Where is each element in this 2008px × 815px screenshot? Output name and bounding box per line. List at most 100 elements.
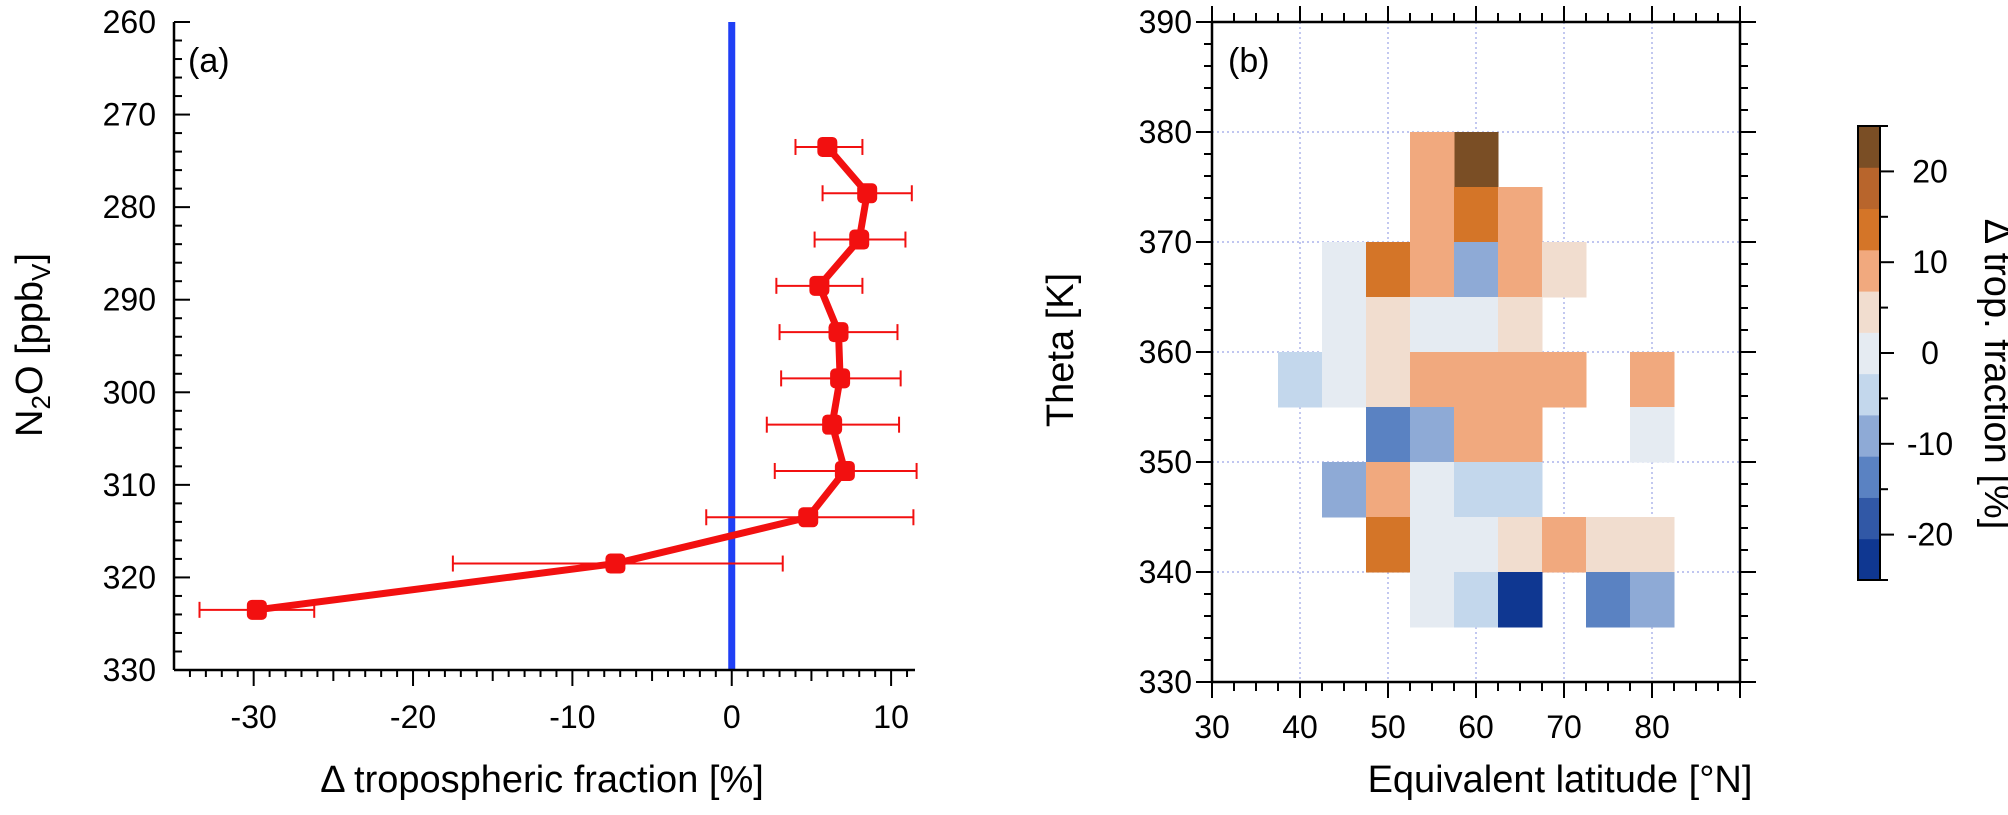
a-y-tick-label: 280 (103, 189, 156, 225)
a-y-tick-label: 300 (103, 374, 156, 410)
a-y-tick-label: 320 (103, 559, 156, 595)
colorbar-block (1858, 538, 1880, 581)
b-heatmap-cell (1454, 462, 1499, 518)
b-heatmap-cell (1498, 187, 1543, 243)
a-axes-layer: -30 -20 -10 0 10 260 270 280 290 300 310 320 330 (103, 4, 915, 735)
b-y-tick-label: 350 (1139, 444, 1192, 480)
colorbar-tick-label: 20 (1912, 153, 1948, 189)
a-ylabel-part-sub2: V (26, 263, 56, 281)
a-data-point (849, 229, 870, 250)
b-heatmap-cell (1630, 407, 1675, 463)
b-heatmap-cell (1410, 242, 1455, 298)
b-heatmap-cell (1498, 297, 1543, 353)
colorbar-block (1858, 249, 1880, 292)
a-x-tick-label: -10 (549, 699, 595, 735)
a-data-point (830, 368, 851, 389)
a-x-tick-label: -30 (231, 699, 277, 735)
b-x-tick-label: 60 (1458, 709, 1494, 745)
b-x-axis-label: Equivalent latitude [°N] (1368, 759, 1753, 801)
colorbar-block (1858, 497, 1880, 540)
colorbar-tick-label: 10 (1912, 244, 1948, 280)
colorbar-block (1858, 291, 1880, 333)
b-x-tick-label: 70 (1546, 709, 1582, 745)
a-ylabel-part-end: ] (9, 253, 51, 264)
colorbar-block (1858, 332, 1880, 375)
b-heatmap-cell (1454, 352, 1499, 408)
b-heatmap-cell (1498, 517, 1543, 573)
a-x-tick-label: 0 (723, 699, 741, 735)
b-heatmap-cell (1498, 407, 1543, 463)
b-x-tick-label: 40 (1282, 709, 1318, 745)
b-heatmap-cell (1366, 297, 1411, 353)
b-heatmap-cell (1322, 297, 1367, 353)
b-heatmap-cell (1322, 242, 1367, 298)
b-heatmap-cell (1542, 352, 1587, 408)
colorbar-block (1858, 373, 1880, 416)
b-heatmap-cell (1366, 407, 1411, 463)
b-y-tick-label: 390 (1139, 4, 1192, 40)
colorbar: 20 10 0 -10 -20 Δ trop. fraction [%] (1857, 125, 2008, 581)
a-y-tick-label: 260 (103, 4, 156, 40)
b-y-tick-label: 340 (1139, 554, 1192, 590)
b-heatmap-cell (1410, 187, 1455, 243)
colorbar-tick-label: -10 (1907, 426, 1953, 462)
colorbar-blocks (1857, 125, 1881, 581)
b-heatmap-cell (1410, 517, 1455, 573)
b-heatmap-cell (1454, 242, 1499, 298)
b-x-tick-label: 30 (1194, 709, 1230, 745)
b-y-tick-label: 380 (1139, 114, 1192, 150)
b-heatmap-cell (1366, 517, 1411, 573)
b-x-tick-label: 50 (1370, 709, 1406, 745)
a-data-point (834, 460, 855, 481)
a-data-point (828, 322, 849, 343)
b-heatmap-cell (1454, 572, 1499, 628)
b-heatmap-cell (1498, 352, 1543, 408)
b-axes-layer: 30 40 50 60 70 80 330 340 350 360 370 380 390 (1139, 4, 1756, 745)
b-heatmap-cell (1454, 517, 1499, 573)
b-heatmap-cell (1630, 517, 1675, 573)
colorbar-block (1858, 126, 1880, 168)
colorbar-block (1858, 208, 1880, 251)
b-heatmap-cell (1454, 407, 1499, 463)
a-x-tick-label: 10 (873, 699, 909, 735)
a-y-axis-label: N2O [ppbV] (9, 253, 56, 437)
colorbar-tick-label: -20 (1907, 517, 1953, 553)
a-data-point (605, 553, 626, 574)
b-heatmap-cell (1498, 462, 1543, 518)
a-data-point (822, 414, 843, 435)
colorbar-label: Δ trop. fraction [%] (1976, 219, 2008, 530)
b-heatmap-cell (1498, 572, 1543, 628)
a-series-layer (198, 136, 918, 620)
a-data-point (817, 136, 838, 157)
b-x-tick-label: 80 (1634, 709, 1670, 745)
a-panel-label: (a) (188, 42, 230, 80)
a-data-point (857, 183, 878, 204)
b-cells-layer (1278, 132, 1675, 628)
colorbar-block (1858, 456, 1880, 498)
b-heatmap-cell (1322, 352, 1367, 408)
b-heatmap-cell (1322, 462, 1367, 518)
b-heatmap-cell (1410, 352, 1455, 408)
b-y-tick-label: 360 (1139, 334, 1192, 370)
b-heatmap-cell (1630, 352, 1675, 408)
b-heatmap-cell (1498, 242, 1543, 298)
colorbar-block (1858, 414, 1880, 457)
b-heatmap-cell (1366, 462, 1411, 518)
b-heatmap-cell (1410, 297, 1455, 353)
a-ylabel-part-sub1: 2 (26, 395, 56, 409)
b-heatmap-cell (1410, 462, 1455, 518)
b-heatmap-cell (1410, 407, 1455, 463)
a-data-point (246, 599, 267, 620)
colorbar-block (1858, 167, 1880, 210)
b-heatmap-cell (1366, 352, 1411, 408)
b-heatmap-cell (1586, 572, 1631, 628)
a-y-tick-label: 310 (103, 467, 156, 503)
a-y-tick-label: 290 (103, 282, 156, 318)
b-y-tick-label: 370 (1139, 224, 1192, 260)
b-y-tick-label: 330 (1139, 664, 1192, 700)
a-ylabel-part-main: N (9, 410, 51, 437)
b-heatmap-cell (1454, 132, 1499, 188)
b-heatmap-cell (1410, 572, 1455, 628)
a-series-line (256, 144, 871, 614)
b-y-axis-label: Theta [K] (1040, 273, 1082, 427)
